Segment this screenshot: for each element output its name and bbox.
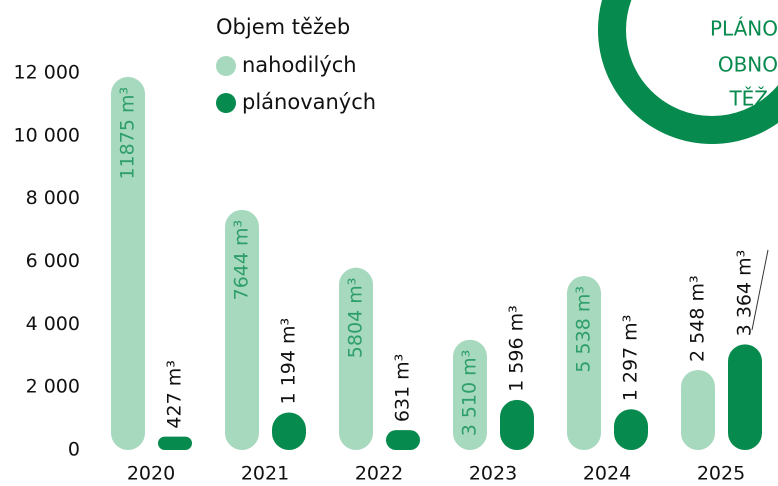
legend-marker xyxy=(216,56,236,76)
bar xyxy=(681,369,715,450)
y-tick-label: 6 000 xyxy=(26,250,80,272)
y-tick-label: 2 000 xyxy=(26,376,80,398)
value-label: 7644 m³ xyxy=(231,220,253,301)
value-label: 11875 m³ xyxy=(117,87,139,180)
y-tick-label: 10 000 xyxy=(14,124,80,146)
value-label: 5 538 m³ xyxy=(573,286,595,373)
value-label: 1 297 m³ xyxy=(620,315,642,402)
value-label: 1 194 m³ xyxy=(278,318,300,405)
x-tick-label: 2021 xyxy=(241,463,289,485)
bar xyxy=(272,412,306,450)
legend-marker xyxy=(216,93,236,113)
bar xyxy=(453,339,487,450)
value-label: 427 m³ xyxy=(164,360,186,428)
y-tick-label: 0 xyxy=(68,439,80,461)
y-tick-label: 4 000 xyxy=(26,313,80,335)
legend-label: nahodilých xyxy=(242,53,357,77)
bar xyxy=(728,344,762,450)
x-tick-label: 2020 xyxy=(127,463,175,485)
value-label: 1 596 m³ xyxy=(506,305,528,392)
bar xyxy=(339,267,373,450)
legend-label: plánovaných xyxy=(242,90,376,114)
x-tick-label: 2024 xyxy=(583,463,631,485)
bar xyxy=(500,399,534,450)
bar xyxy=(111,76,145,450)
value-label: 5804 m³ xyxy=(345,278,367,359)
x-tick-label: 2023 xyxy=(469,463,517,485)
bar xyxy=(567,276,601,450)
value-label: 3 364 m³ xyxy=(734,250,756,337)
badge-text: OBNO xyxy=(718,53,778,77)
bar xyxy=(225,209,259,450)
x-tick-label: 2022 xyxy=(355,463,403,485)
bar xyxy=(614,409,648,450)
y-tick-label: 12 000 xyxy=(14,62,80,84)
legend-title: Objem těžeb xyxy=(216,15,350,39)
badge-text: PLÁNO xyxy=(710,17,778,41)
badge-text: TĚŽ xyxy=(728,87,768,111)
value-label: 631 m³ xyxy=(392,354,414,422)
pointer-line xyxy=(751,249,769,331)
badge-ring xyxy=(598,0,778,144)
bar xyxy=(386,430,420,450)
y-tick-label: 8 000 xyxy=(26,187,80,209)
value-label: 2 548 m³ xyxy=(687,275,709,362)
x-tick-label: 2025 xyxy=(697,463,745,485)
value-label: 3 510 m³ xyxy=(459,350,481,437)
bar xyxy=(158,436,192,450)
